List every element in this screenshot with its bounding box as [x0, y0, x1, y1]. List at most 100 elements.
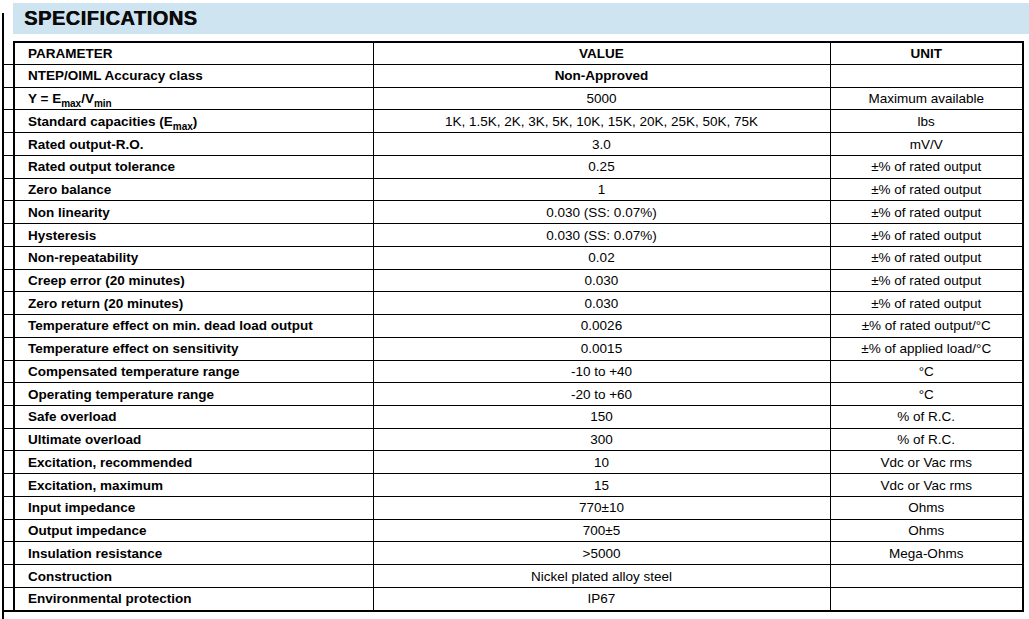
- left-margin-cell: [2, 474, 14, 497]
- left-margin-cell: [2, 496, 14, 519]
- unit-cell: °C: [830, 383, 1023, 406]
- unit-cell: Ohms: [830, 519, 1023, 542]
- table-row: Temperature effect on min. dead load out…: [2, 315, 1023, 338]
- value-cell: Non-Approved: [373, 65, 830, 88]
- parameter-cell: Standard capacities (Emax): [14, 110, 373, 133]
- value-cell: 3.0: [373, 133, 830, 156]
- left-margin-cell: [2, 406, 14, 429]
- value-cell: 0.0026: [373, 315, 830, 338]
- parameter-cell: Excitation, maximum: [14, 474, 373, 497]
- parameter-cell: Temperature effect on min. dead load out…: [14, 315, 373, 338]
- value-cell: 10: [373, 451, 830, 474]
- parameter-cell: Zero balance: [14, 178, 373, 201]
- value-cell: 1K, 1.5K, 2K, 3K, 5K, 10K, 15K, 20K, 25K…: [373, 110, 830, 133]
- value-cell: 5000: [373, 87, 830, 110]
- left-margin-cell: [2, 383, 14, 406]
- left-margin-cell: [2, 360, 14, 383]
- table-row: Compensated temperature range-10 to +40°…: [2, 360, 1023, 383]
- table-row: Input impedance770±10Ohms: [2, 496, 1023, 519]
- table-row: Rated output-R.O.3.0mV/V: [2, 133, 1023, 156]
- unit-cell: ±% of rated output/°C: [830, 315, 1023, 338]
- unit-cell: ±% of rated output: [830, 224, 1023, 247]
- left-margin-cell: [2, 269, 14, 292]
- table-row: Rated output tolerance0.25±% of rated ou…: [2, 155, 1023, 178]
- table-row: Y = Emax/Vmin5000Maximum available: [2, 87, 1023, 110]
- parameter-cell: Safe overload: [14, 406, 373, 429]
- left-margin-cell: [2, 65, 14, 88]
- left-margin-cell: [2, 224, 14, 247]
- table-row: Creep error (20 minutes)0.030±% of rated…: [2, 269, 1023, 292]
- parameter-cell: Non-repeatability: [14, 246, 373, 269]
- value-cell: 0.25: [373, 155, 830, 178]
- value-cell: IP67: [373, 587, 830, 611]
- left-margin-cell: [2, 451, 14, 474]
- table-row: Temperature effect on sensitivity0.0015±…: [2, 337, 1023, 360]
- table-row: Zero balance1±% of rated output: [2, 178, 1023, 201]
- left-margin-cell: [2, 155, 14, 178]
- value-cell: -20 to +60: [373, 383, 830, 406]
- value-cell: 0.0015: [373, 337, 830, 360]
- unit-cell: ±% of rated output: [830, 269, 1023, 292]
- parameter-cell: Construction: [14, 565, 373, 588]
- table-row: Output impedance700±5Ohms: [2, 519, 1023, 542]
- specifications-table: PARAMETER VALUE UNIT NTEP/OIML Accuracy …: [2, 41, 1024, 612]
- left-margin-cell: [2, 428, 14, 451]
- parameter-cell: Ultimate overload: [14, 428, 373, 451]
- table-row: Insulation resistance>5000Mega-Ohms: [2, 542, 1023, 565]
- parameter-cell: Zero return (20 minutes): [14, 292, 373, 315]
- left-margin-cell: [2, 337, 14, 360]
- unit-cell: ±% of rated output: [830, 155, 1023, 178]
- header-row: PARAMETER VALUE UNIT: [2, 42, 1023, 65]
- parameter-cell: Creep error (20 minutes): [14, 269, 373, 292]
- parameter-cell: NTEP/OIML Accuracy class: [14, 65, 373, 88]
- unit-cell: % of R.C.: [830, 406, 1023, 429]
- table-row: NTEP/OIML Accuracy classNon-Approved: [2, 65, 1023, 88]
- value-cell: -10 to +40: [373, 360, 830, 383]
- parameter-cell: Excitation, recommended: [14, 451, 373, 474]
- table-row: Operating temperature range-20 to +60°C: [2, 383, 1023, 406]
- parameter-cell: Hysteresis: [14, 224, 373, 247]
- specifications-header-bar: SPECIFICATIONS: [13, 3, 1029, 34]
- unit-cell: Vdc or Vac rms: [830, 474, 1023, 497]
- parameter-cell: Rated output-R.O.: [14, 133, 373, 156]
- left-margin-cell: [2, 315, 14, 338]
- value-cell: Nickel plated alloy steel: [373, 565, 830, 588]
- unit-cell: [830, 565, 1023, 588]
- unit-cell: ±% of rated output: [830, 201, 1023, 224]
- left-margin-cell: [2, 133, 14, 156]
- value-column-header: VALUE: [373, 42, 830, 65]
- value-cell: >5000: [373, 542, 830, 565]
- value-cell: 770±10: [373, 496, 830, 519]
- unit-cell: ±% of rated output: [830, 246, 1023, 269]
- left-margin-header-cell: [2, 42, 14, 65]
- unit-cell: ±% of rated output: [830, 292, 1023, 315]
- table-row: Environmental protectionIP67: [2, 587, 1023, 611]
- left-margin-cell: [2, 110, 14, 133]
- parameter-cell: Rated output tolerance: [14, 155, 373, 178]
- value-cell: 0.030 (SS: 0.07%): [373, 224, 830, 247]
- left-margin-cell: [2, 519, 14, 542]
- left-margin-cell: [2, 587, 14, 611]
- left-margin-cell: [2, 178, 14, 201]
- parameter-cell: Environmental protection: [14, 587, 373, 611]
- page-title: SPECIFICATIONS: [13, 7, 197, 30]
- left-margin-cell: [2, 246, 14, 269]
- unit-cell: [830, 587, 1023, 611]
- unit-cell: ±% of applied load/°C: [830, 337, 1023, 360]
- parameter-cell: Non linearity: [14, 201, 373, 224]
- parameter-cell: Compensated temperature range: [14, 360, 373, 383]
- unit-cell: lbs: [830, 110, 1023, 133]
- parameter-cell: Operating temperature range: [14, 383, 373, 406]
- table-row: ConstructionNickel plated alloy steel: [2, 565, 1023, 588]
- unit-cell: °C: [830, 360, 1023, 383]
- parameter-cell: Input impedance: [14, 496, 373, 519]
- unit-cell: [830, 65, 1023, 88]
- table-row: Hysteresis0.030 (SS: 0.07%)±% of rated o…: [2, 224, 1023, 247]
- left-margin-cell: [2, 87, 14, 110]
- parameter-cell: Y = Emax/Vmin: [14, 87, 373, 110]
- table-row: Non linearity0.030 (SS: 0.07%)±% of rate…: [2, 201, 1023, 224]
- unit-cell: Mega-Ohms: [830, 542, 1023, 565]
- unit-cell: mV/V: [830, 133, 1023, 156]
- table-row: Excitation, recommended10Vdc or Vac rms: [2, 451, 1023, 474]
- left-margin-cell: [2, 201, 14, 224]
